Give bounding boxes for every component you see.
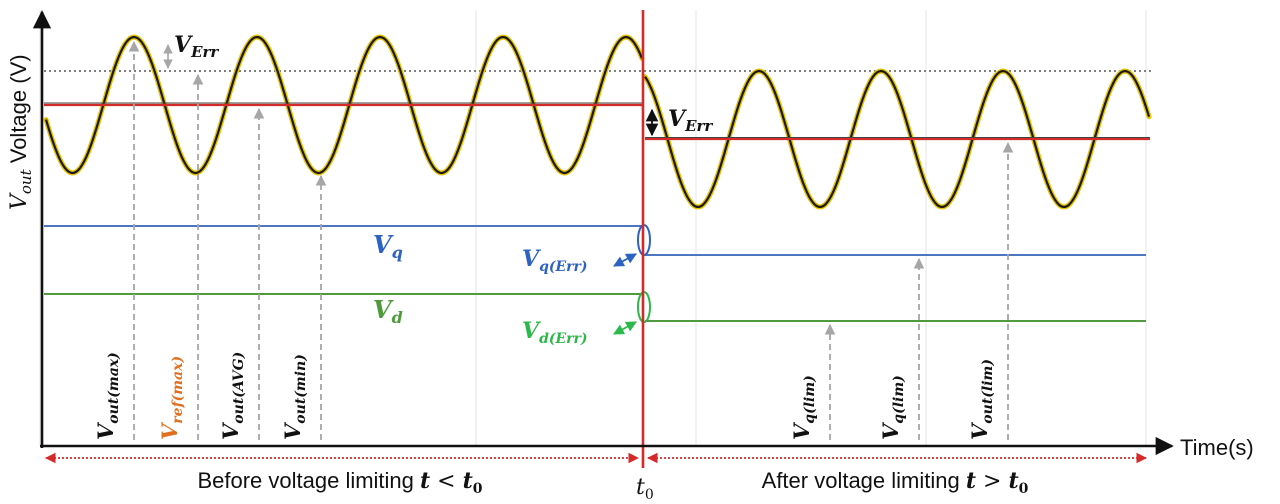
vout-lim-label: Vout(lim) [967,359,996,440]
vq-label: Vq [373,230,403,262]
vq-lim-label-2: Vq(lim) [878,375,907,440]
measurement-arrows [128,40,1014,440]
before-region-caption: Before voltage limiting t < t0 [197,468,482,497]
t0-label: t0 [636,475,654,503]
v-err-label-right: VErr [668,106,713,135]
vout-waveform-before [44,35,644,175]
after-region-caption: After voltage limiting t > t0 [762,468,1029,497]
y-axis-label: Vout Voltage (V) [6,54,35,210]
vout-min-label: Vout(min) [280,354,309,440]
vout-max-label: Vout(max) [93,352,122,440]
vq-err-label: Vq(Err) [522,246,588,275]
vd-err-pointer [613,321,637,335]
vd-err-label: Vd(Err) [522,318,588,347]
grid-lines [39,10,1147,446]
vref-max-label: Vref(max) [157,356,186,440]
v-err-label-top: VErr [174,32,219,61]
x-axis-label: Time(s) [1180,435,1254,460]
vq-err-pointer [613,253,637,267]
vq-lim-label-1: Vq(lim) [789,375,818,440]
vout-avg-label: Vout(AVG) [218,352,247,440]
vd-label: Vd [373,295,403,327]
